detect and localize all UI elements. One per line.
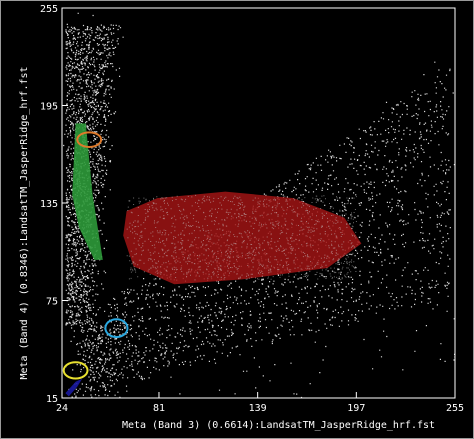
circle-orange bbox=[76, 131, 103, 148]
scatter-point-cloud bbox=[63, 12, 456, 399]
y-tick-label: 75 bbox=[46, 297, 58, 308]
y-axis-label: Meta (Band 4) (0.8346):LandsatTM_JasperR… bbox=[19, 66, 30, 379]
region-red bbox=[123, 191, 362, 285]
x-axis-label: Meta (Band 3) (0.6614):LandsatTM_JasperR… bbox=[122, 420, 435, 431]
y-tick-label: 135 bbox=[40, 199, 58, 210]
circle-cyan bbox=[104, 318, 129, 339]
region-speckle bbox=[126, 194, 358, 281]
y-tick-label: 255 bbox=[40, 4, 58, 15]
scatter-points bbox=[63, 12, 456, 399]
highlight-regions bbox=[65, 123, 362, 397]
x-tick-label: 139 bbox=[249, 403, 267, 414]
x-tick-label: 81 bbox=[153, 403, 165, 414]
circle-yellow bbox=[62, 361, 89, 380]
x-tick-label: 197 bbox=[347, 403, 365, 414]
highlight-circles bbox=[62, 131, 129, 380]
y-tick-label: 195 bbox=[40, 102, 58, 113]
x-tick-label: 255 bbox=[446, 403, 464, 414]
region-green bbox=[72, 123, 103, 260]
x-tick-label: 24 bbox=[56, 403, 68, 414]
axis-ticks: 24 81 139 197 255 15 75 135 195 255 bbox=[40, 4, 464, 414]
y-tick-label: 15 bbox=[46, 394, 58, 405]
region-blue bbox=[65, 378, 83, 397]
